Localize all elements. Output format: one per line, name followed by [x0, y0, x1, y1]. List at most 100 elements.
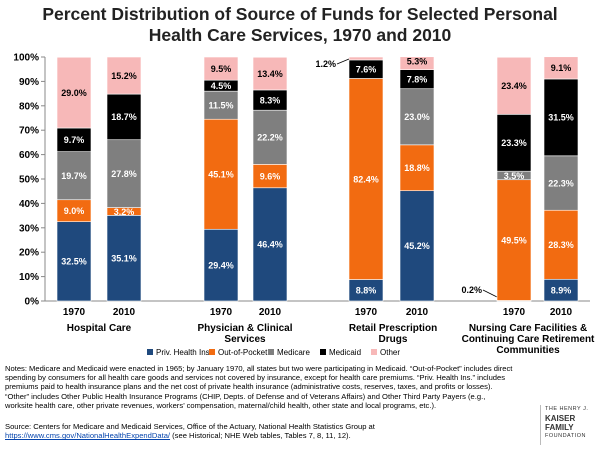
legend-label: Out-of-Pocket	[218, 348, 268, 357]
y-tick-label: 10%	[19, 272, 39, 283]
y-tick-label: 30%	[19, 223, 39, 234]
data-label: 49.5%	[501, 235, 527, 245]
bar-segment-other	[252, 56, 288, 91]
group-label: Nursing Care Facilities &	[469, 323, 587, 334]
bar-segment-other	[543, 56, 579, 80]
bar-segment-medicare	[203, 90, 239, 120]
data-label: 8.3%	[260, 95, 281, 105]
bar-segment-medicare	[399, 88, 435, 146]
year-label: 1970	[503, 307, 526, 318]
stacked-bar-chart: 0% 10% 20% 30% 40% 50% 60% 70% 80% 90% 100% 32.5% 9.…	[13, 53, 595, 358]
data-label: 9.7%	[64, 135, 85, 145]
notes-text: Notes: Medicare and Medicaid were enacte…	[5, 364, 513, 410]
legend-swatch	[320, 349, 326, 355]
data-label: 18.7%	[111, 112, 137, 122]
data-label: 82.4%	[353, 174, 379, 184]
data-label: 32.5%	[61, 257, 87, 267]
y-tick-label: 0%	[25, 297, 40, 308]
data-label: 4.5%	[211, 81, 232, 91]
data-label: 23.4%	[501, 81, 527, 91]
legend-label: Priv. Health Ins.	[156, 348, 212, 357]
year-label: 1970	[210, 307, 233, 318]
y-tick-label: 50%	[19, 175, 39, 186]
y-tick-label: 20%	[19, 248, 39, 259]
data-label: 9.1%	[551, 63, 572, 73]
legend-swatch	[147, 349, 153, 355]
data-label: 5.3%	[407, 57, 428, 67]
chart-title: Percent Distribution of Source of Funds …	[0, 4, 600, 46]
year-label: 2010	[406, 307, 429, 318]
group-label: Continuing Care Retirement	[462, 334, 595, 345]
year-label: 2010	[259, 307, 282, 318]
data-label: 8.9%	[551, 285, 572, 295]
bar-segment-priv-health-ins	[399, 190, 435, 302]
bar-segment-medicaid	[106, 93, 142, 141]
data-label: 8.8%	[356, 286, 377, 296]
bar-segment-other	[106, 56, 142, 95]
data-label: 7.6%	[356, 65, 377, 75]
y-tick-label: 100%	[13, 53, 39, 64]
data-label: 9.0%	[64, 206, 85, 216]
logo-line-3: FAMILY	[545, 423, 574, 432]
data-label: 35.1%	[111, 253, 137, 263]
data-label: 3.5%	[504, 171, 525, 181]
bar-segment-other	[203, 56, 239, 81]
data-label: 27.8%	[111, 169, 137, 179]
data-label: 23.0%	[404, 112, 430, 122]
legend-label: Other	[380, 348, 400, 357]
bar-segment-other	[496, 56, 532, 115]
data-label: 28.3%	[548, 240, 574, 250]
year-label: 2010	[113, 307, 136, 318]
group-label: Communities	[496, 345, 560, 356]
data-label: 18.8%	[404, 163, 430, 173]
bar-segment-priv-health-ins	[252, 187, 288, 302]
data-label: 45.1%	[208, 170, 234, 180]
year-label: 2010	[550, 307, 573, 318]
chart-title-line-2: Health Care Services, 1970 and 2010	[148, 25, 452, 45]
source-link[interactable]: https://www.cms.gov/NationalHealthExpend…	[5, 431, 171, 441]
y-tick-label: 60%	[19, 150, 39, 161]
data-label: 3.2%	[114, 207, 135, 217]
data-label: 29.0%	[61, 88, 87, 98]
group-label: Retail Prescription	[349, 323, 437, 334]
bar-segment-other	[399, 56, 435, 70]
leader-line	[336, 58, 350, 65]
legend-swatch	[268, 349, 274, 355]
bar-segment-out-of-pocket	[203, 118, 239, 230]
group-label: Hospital Care	[67, 323, 132, 334]
logo-line-4: FOUNDATION	[545, 433, 586, 439]
data-label: 0.2%	[461, 285, 482, 295]
year-label: 1970	[63, 307, 86, 318]
group-label: Services	[224, 334, 266, 345]
bar-segment-priv-health-ins	[203, 228, 239, 302]
y-tick-label: 70%	[19, 126, 39, 137]
leader-line	[482, 289, 498, 298]
data-label: 19.7%	[61, 171, 87, 181]
bar-segment-out-of-pocket	[348, 78, 384, 280]
logo-line-2: KAISER	[545, 414, 576, 423]
data-label: 1.2%	[315, 59, 336, 69]
legend-swatch	[209, 349, 215, 355]
year-label: 1970	[355, 307, 378, 318]
data-label: 7.8%	[407, 75, 428, 85]
legend-label: Medicare	[277, 348, 310, 357]
bar-segment-medicare	[252, 109, 288, 165]
source-prefix: Source: Centers for Medicare and Medicai…	[5, 422, 375, 431]
bar-segment-medicare	[106, 139, 142, 208]
legend-swatch	[371, 349, 377, 355]
data-label: 15.2%	[111, 71, 137, 81]
bar-segment-medicaid	[543, 78, 579, 157]
data-label: 11.5%	[208, 100, 233, 110]
y-tick-label: 40%	[19, 199, 39, 210]
data-label: 9.6%	[260, 171, 281, 181]
legend-label: Medicaid	[329, 348, 361, 357]
data-label: 29.4%	[208, 260, 234, 270]
bar-segment-medicare	[56, 151, 92, 201]
data-label: 13.4%	[257, 69, 283, 79]
data-label: 9.5%	[211, 64, 232, 74]
source-suffix: (see Historical; NHE Web tables, Tables …	[170, 431, 351, 441]
logo-line-1: THE HENRY J.	[545, 406, 589, 412]
data-label: 31.5%	[548, 113, 574, 123]
bar-segment-other	[348, 56, 384, 61]
data-label: 22.2%	[257, 133, 283, 143]
